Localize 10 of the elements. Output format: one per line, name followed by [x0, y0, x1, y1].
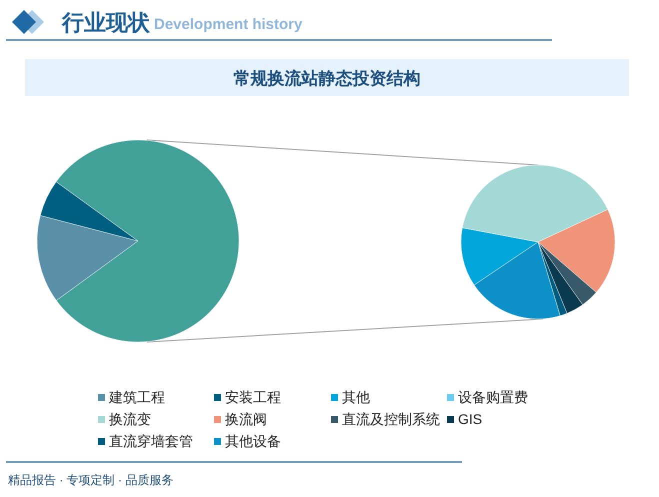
text: 行业现状: [61, 10, 151, 35]
legend-label: 其他: [342, 389, 370, 405]
legend-label: 换流阀: [225, 411, 267, 427]
legend-label: 安装工程: [225, 389, 281, 405]
legend-label: 其他设备: [225, 433, 281, 449]
legend-label: GIS: [458, 411, 482, 427]
text: 精品报告 · 专项定制 · 品质服务: [8, 473, 174, 487]
text: 常规换流站静态投资结构: [234, 69, 420, 88]
legend-label: 换流变: [109, 411, 151, 427]
text: Development history: [154, 16, 304, 33]
